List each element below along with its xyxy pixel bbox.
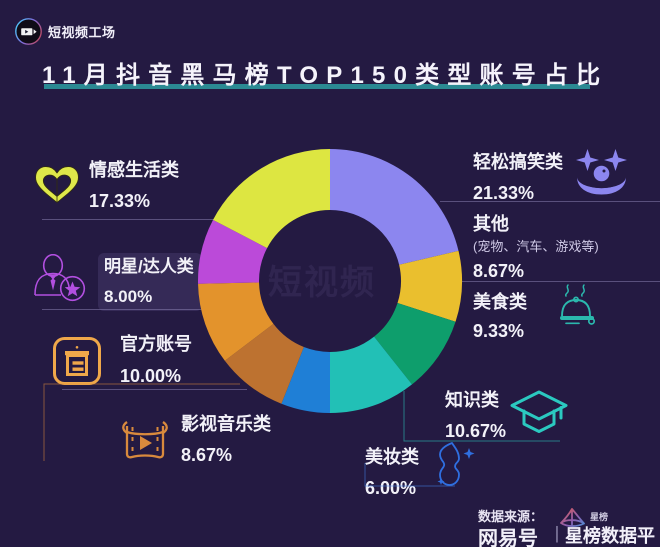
svg-text:星榜: 星榜 <box>590 511 608 522</box>
